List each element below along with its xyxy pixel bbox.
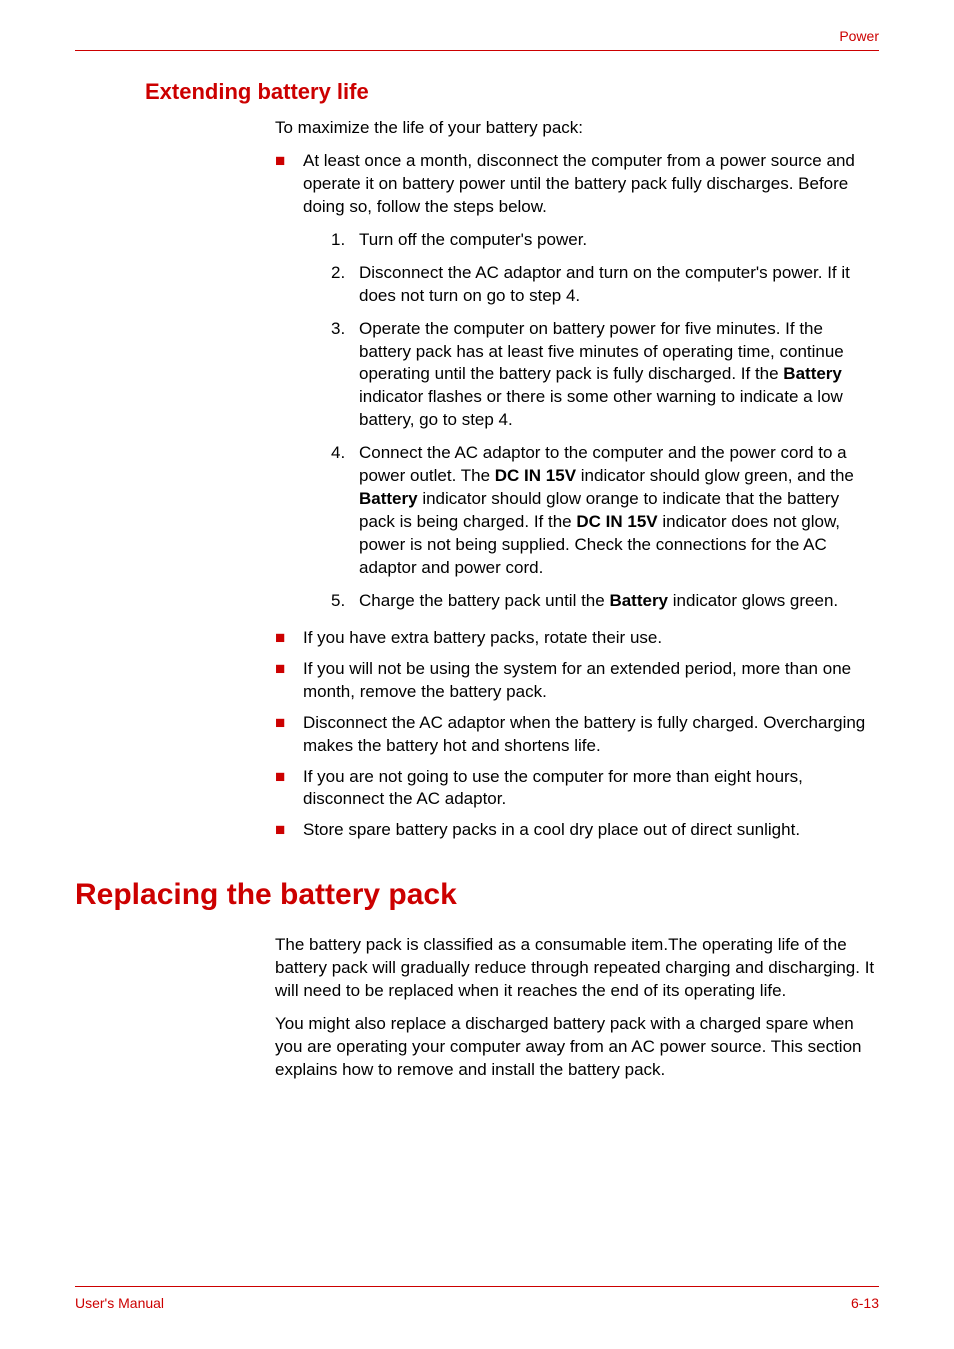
bullet-item: At least once a month, disconnect the co… xyxy=(275,150,879,613)
step-number: 4. xyxy=(331,442,345,465)
step-text: Turn off the computer's power. xyxy=(359,230,587,249)
bullet-item: If you have extra battery packs, rotate … xyxy=(275,627,879,650)
bullet-text: At least once a month, disconnect the co… xyxy=(303,151,855,216)
top-bullet-list: At least once a month, disconnect the co… xyxy=(275,150,879,842)
heading-extending-battery-life: Extending battery life xyxy=(145,79,879,105)
paragraph: The battery pack is classified as a cons… xyxy=(275,934,879,1003)
step-text-seg: indicator should glow green, and the xyxy=(576,466,854,485)
step-text: Disconnect the AC adaptor and turn on th… xyxy=(359,263,850,305)
bold-term: Battery xyxy=(783,364,842,383)
paragraph: You might also replace a discharged batt… xyxy=(275,1013,879,1082)
footer-rule xyxy=(75,1286,879,1287)
bold-term: DC IN 15V xyxy=(576,512,657,531)
step-text-post: indicator flashes or there is some other… xyxy=(359,387,843,429)
section1-body: To maximize the life of your battery pac… xyxy=(275,117,879,842)
bullet-text: Store spare battery packs in a cool dry … xyxy=(303,820,800,839)
bullet-item: Disconnect the AC adaptor when the batte… xyxy=(275,712,879,758)
footer-manual-label: User's Manual xyxy=(75,1295,164,1311)
section2-body: The battery pack is classified as a cons… xyxy=(275,934,879,1082)
section-replacing: Replacing the battery pack The battery p… xyxy=(75,878,879,1082)
step-number: 1. xyxy=(331,229,345,252)
step-item: 5. Charge the battery pack until the Bat… xyxy=(331,590,879,613)
step-item: 4. Connect the AC adaptor to the compute… xyxy=(331,442,879,580)
bold-term: DC IN 15V xyxy=(495,466,576,485)
page-container: Power Extending battery life To maximize… xyxy=(0,0,954,1132)
step-text-seg: indicator glows green. xyxy=(668,591,838,610)
bullet-text: Disconnect the AC adaptor when the batte… xyxy=(303,713,865,755)
bullet-text: If you are not going to use the computer… xyxy=(303,767,803,809)
step-item: 2. Disconnect the AC adaptor and turn on… xyxy=(331,262,879,308)
section-extending: Extending battery life To maximize the l… xyxy=(145,79,879,842)
header-chapter-label: Power xyxy=(75,28,879,44)
bullet-item: If you are not going to use the computer… xyxy=(275,766,879,812)
step-number: 3. xyxy=(331,318,345,341)
step-text-seg: Charge the battery pack until the xyxy=(359,591,609,610)
page-footer: User's Manual 6-13 xyxy=(75,1286,879,1311)
intro-text: To maximize the life of your battery pac… xyxy=(275,117,879,140)
bullet-item: If you will not be using the system for … xyxy=(275,658,879,704)
bullet-text: If you will not be using the system for … xyxy=(303,659,851,701)
bold-term: Battery xyxy=(359,489,418,508)
bold-term: Battery xyxy=(609,591,668,610)
heading-replacing-battery-pack: Replacing the battery pack xyxy=(75,878,879,912)
step-item: 1. Turn off the computer's power. xyxy=(331,229,879,252)
step-text-pre: Operate the computer on battery power fo… xyxy=(359,319,844,384)
steps-list: 1. Turn off the computer's power. 2. Dis… xyxy=(331,229,879,613)
step-item: 3. Operate the computer on battery power… xyxy=(331,318,879,433)
footer-row: User's Manual 6-13 xyxy=(75,1295,879,1311)
header-rule xyxy=(75,50,879,51)
bullet-item: Store spare battery packs in a cool dry … xyxy=(275,819,879,842)
footer-page-number: 6-13 xyxy=(851,1295,879,1311)
step-number: 2. xyxy=(331,262,345,285)
bullet-text: If you have extra battery packs, rotate … xyxy=(303,628,662,647)
step-number: 5. xyxy=(331,590,345,613)
